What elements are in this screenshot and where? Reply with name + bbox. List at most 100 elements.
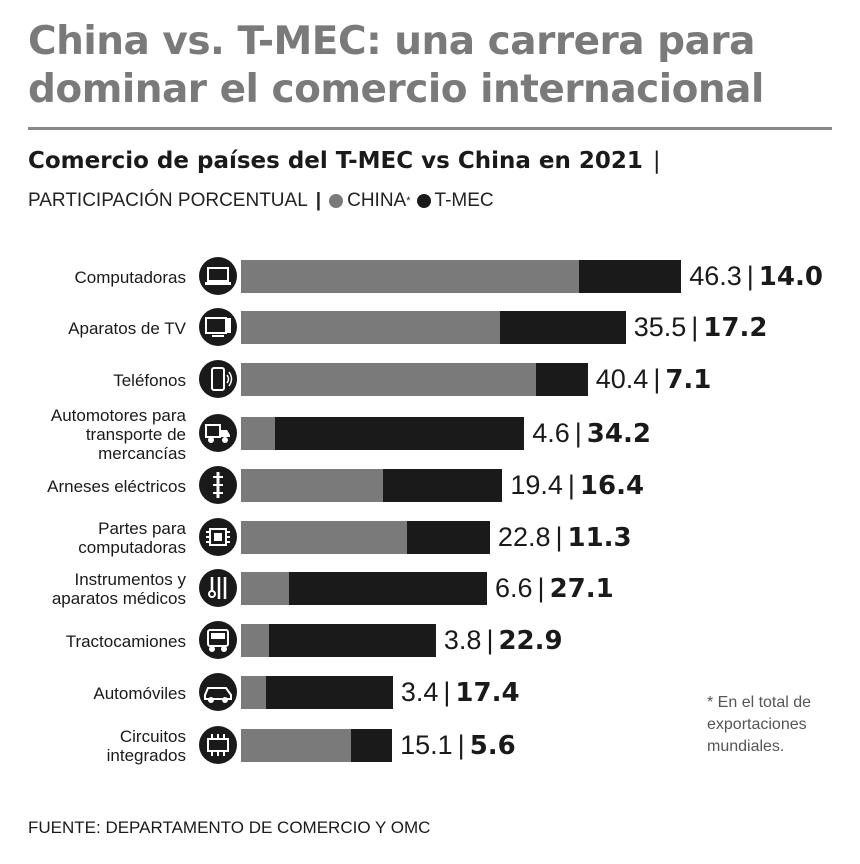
value-separator: | [567,469,575,500]
circuit-icon [199,726,237,764]
value-label-china: 15.1 [400,729,453,760]
legend-swatch-china [329,194,344,208]
bar-segment-china [241,675,266,709]
value-label: 3.8 | 22.9 [444,624,563,658]
stacked-bar [241,728,393,762]
chart-title: China vs. T-MEC: una carrera para domina… [28,19,764,112]
legend-footnote-mark: * [406,195,411,207]
units-label: PARTICIPACIÓN PORCENTUAL [28,190,308,211]
category-label: Instrumentos y aparatos médicos [51,570,186,608]
cable-icon [199,466,237,504]
category-label: Teléfonos [113,370,186,390]
bar-segment-tmec [265,675,393,709]
value-label-tmec: 11.3 [567,522,632,553]
stacked-bar [241,468,503,502]
phone-icon [199,360,237,398]
value-separator: | [457,729,465,760]
legend-label-china: CHINA [347,190,407,211]
bar-segment-tmec [268,623,436,657]
value-label: 19.4 | 16.4 [510,469,644,503]
category-label: Computadoras [74,267,186,287]
stacked-bar [241,310,626,344]
value-label-tmec: 34.2 [586,418,651,449]
stacked-bar [241,623,436,657]
bar-segment-tmec [382,468,503,502]
value-separator: | [746,260,754,291]
bar-segment-china [241,468,383,502]
subtitle-text: Comercio de países del T-MEC vs China en… [28,148,643,174]
bar-segment-tmec [407,520,490,554]
value-label: 40.4 | 7.1 [596,363,712,397]
bar-segment-china [241,520,408,554]
value-separator: | [555,521,563,552]
stacked-bar [241,362,588,396]
value-separator: | [537,572,545,603]
value-label-tmec: 16.4 [579,470,645,501]
value-label-china: 46.3 [689,260,742,291]
value-label: 22.8 | 11.3 [498,521,632,555]
bar-segment-china [241,259,579,293]
medical-tools-icon [199,569,237,607]
value-separator: | [574,417,582,448]
category-label: Arneses eléctricos [47,476,186,496]
category-label: Partes para computadoras [78,519,186,557]
legend-item-china: CHINA * [329,190,411,212]
bar-segment-tmec [289,571,487,605]
value-label-china: 3.4 [400,676,439,707]
value-label-china: 6.6 [495,572,533,603]
truck-icon [199,414,237,452]
bar-segment-tmec [535,362,588,396]
footnote: * En el total de exportaciones mundiales… [707,694,812,755]
bar-segment-tmec [274,416,525,450]
value-label: 3.4 | 17.4 [401,676,520,710]
value-separator: | [691,311,699,342]
bar-segment-china [241,362,536,396]
value-label-tmec: 14.0 [758,261,823,292]
stacked-bar [241,520,490,554]
value-label: 15.1 | 5.6 [400,729,516,763]
stacked-bar [241,571,487,605]
bar-segment-tmec [578,259,682,293]
title-divider [28,127,832,130]
legend-item-tmec: T-MEC [416,190,494,212]
bar-segment-china [241,623,269,657]
chart-subtitle: Comercio de países del T-MEC vs China en… [28,148,661,174]
car-icon [199,673,237,711]
value-label-tmec: 17.4 [455,677,520,708]
subtitle-separator: | [652,148,661,174]
value-separator: | [443,676,451,707]
value-label-china: 3.8 [443,624,482,655]
value-label-china: 22.8 [497,521,551,552]
chip-icon [199,518,237,556]
bar-segment-china [241,310,501,344]
source-note: FUENTE: DEPARTAMENTO DE COMERCIO Y OMC [28,818,431,837]
value-label: 46.3 | 14.0 [689,260,823,294]
value-separator: | [653,363,661,394]
legend: PARTICIPACIÓN PORCENTUAL | CHINA * T-MEC [28,190,500,212]
category-label: Automóviles [93,683,186,703]
stacked-bar [241,259,682,293]
bar-segment-china [241,728,352,762]
value-label-tmec: 22.9 [498,625,563,656]
value-label-tmec: 7.1 [665,364,712,395]
bar-segment-china [241,571,290,605]
bar-segment-tmec [500,310,626,344]
category-label: Aparatos de TV [68,318,186,338]
value-label-china: 19.4 [510,469,563,500]
value-label-china: 4.6 [532,417,570,448]
legend-label-tmec: T-MEC [434,190,494,211]
value-label-tmec: 27.1 [549,573,614,604]
tv-icon [199,308,237,346]
tractor-truck-icon [199,621,237,659]
category-label: Tractocamiones [65,631,186,651]
value-label-tmec: 5.6 [469,730,516,761]
value-label: 6.6 | 27.1 [495,572,614,606]
bar-segment-tmec [351,728,393,762]
category-label: Automotores para transporte de mercancías [50,405,186,463]
legend-swatch-tmec [416,194,431,208]
value-label-china: 35.5 [633,311,687,342]
value-label-china: 40.4 [595,363,649,394]
value-separator: | [486,624,494,655]
stacked-bar [241,675,393,709]
value-label: 35.5 | 17.2 [634,311,768,345]
